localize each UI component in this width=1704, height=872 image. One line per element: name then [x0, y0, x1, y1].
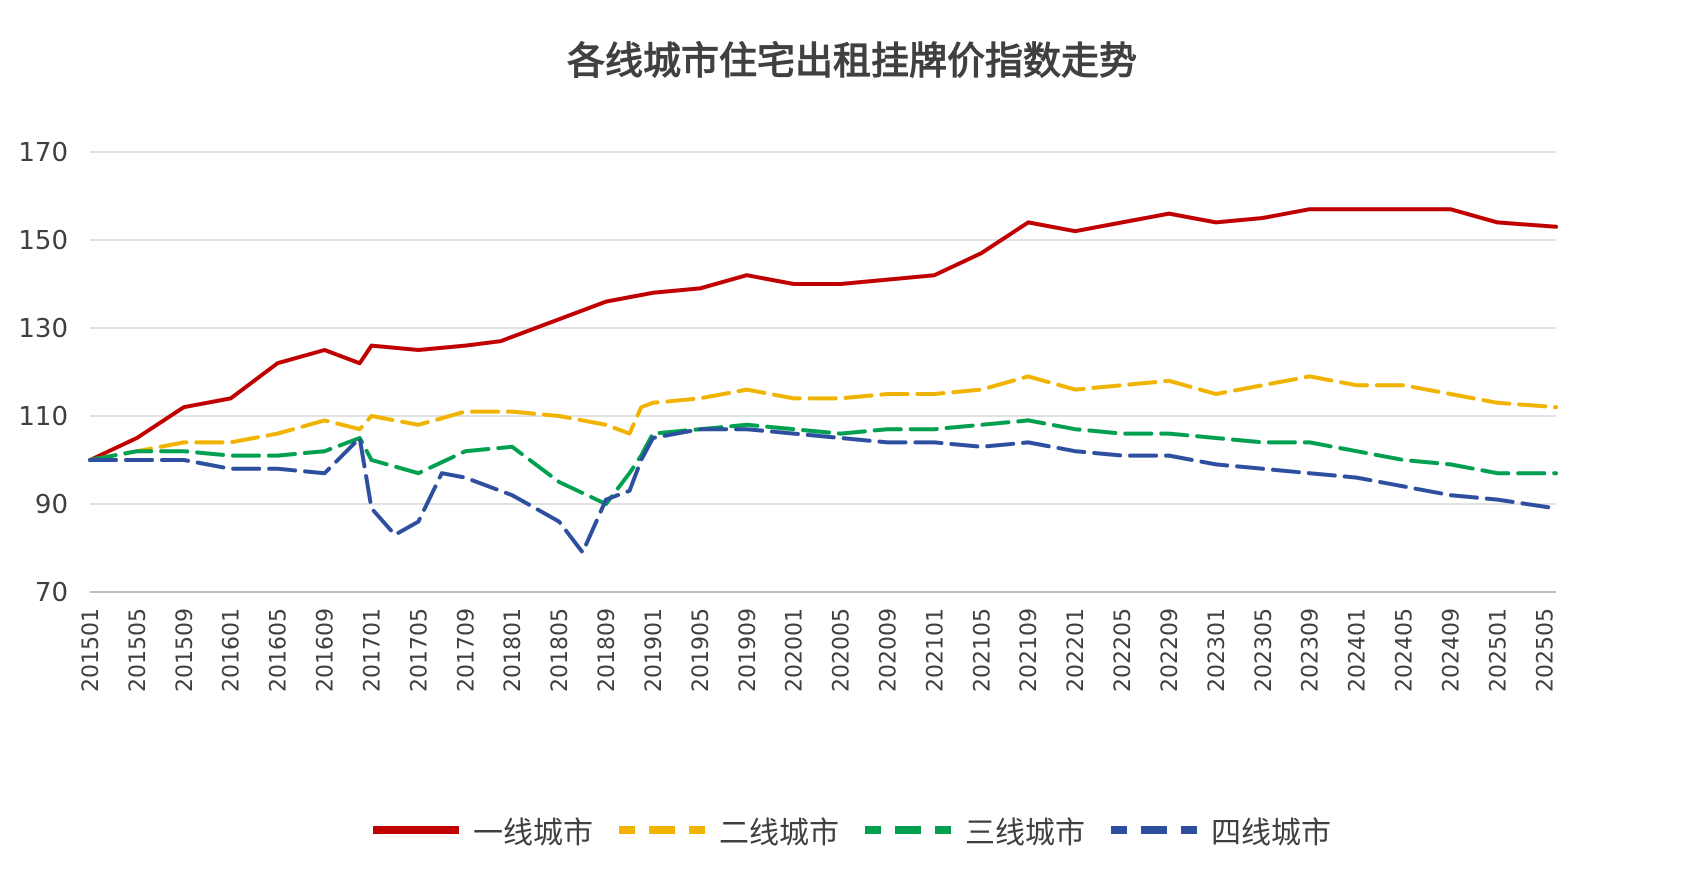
x-tick-label: 201709 [454, 608, 479, 692]
x-tick-label: 201809 [595, 608, 620, 692]
legend: 一线城市 二线城市 三线城市 四线城市 [0, 808, 1704, 852]
y-tick-label: 90 [35, 490, 68, 520]
y-tick-label: 170 [18, 138, 68, 168]
legend-label: 三线城市 [965, 816, 1085, 851]
y-tick-label: 130 [18, 314, 68, 344]
legend-swatch [1111, 826, 1197, 834]
x-tick-labels: 201501 201505 201509 201601 201605 201609 2017… [79, 608, 1558, 692]
x-tick-label: 202409 [1439, 608, 1464, 692]
y-tick-label: 110 [18, 402, 68, 432]
x-tick-label: 201805 [548, 608, 573, 692]
x-tick-label: 202309 [1299, 608, 1324, 692]
x-tick-label: 201909 [736, 608, 761, 692]
series-line-3 [88, 418, 1558, 506]
x-tick-label: 202105 [970, 608, 995, 692]
x-tick-label: 201509 [173, 608, 198, 692]
x-tick-label: 202305 [1252, 608, 1277, 692]
y-tick-labels: 70 90 110 130 150 170 [18, 138, 68, 608]
legend-swatch [373, 826, 459, 834]
x-tick-label: 202005 [830, 608, 855, 692]
legend-swatch [865, 826, 951, 834]
legend-item-1: 一线城市 [373, 808, 593, 852]
x-tick-label: 202009 [877, 608, 902, 692]
x-tick-label: 201701 [360, 608, 385, 692]
chart-title: 各线城市住宅出租挂牌价指数走势 [566, 39, 1137, 83]
series-layer [88, 207, 1558, 555]
x-tick-label: 202209 [1158, 608, 1183, 692]
series-line-1 [88, 207, 1558, 462]
x-tick-label: 201901 [642, 608, 667, 692]
x-tick-label: 202101 [923, 608, 948, 692]
grid-layer [90, 151, 1556, 593]
x-tick-label: 202301 [1205, 608, 1230, 692]
x-tick-label: 201601 [220, 608, 245, 692]
x-tick-label: 202501 [1486, 608, 1511, 692]
x-tick-label: 201609 [314, 608, 339, 692]
x-tick-label: 202405 [1393, 608, 1418, 692]
legend-swatch [619, 826, 705, 834]
y-tick-label: 150 [18, 226, 68, 256]
x-tick-label: 201801 [501, 608, 526, 692]
legend-item-4: 四线城市 [1111, 808, 1331, 852]
legend-item-3: 三线城市 [865, 808, 1085, 852]
series-line-4 [88, 427, 1558, 555]
legend-label: 二线城市 [719, 816, 839, 851]
x-tick-label: 201505 [126, 608, 151, 692]
y-tick-label: 70 [35, 578, 68, 608]
legend-label: 四线城市 [1211, 816, 1331, 851]
x-tick-label: 201905 [689, 608, 714, 692]
x-tick-label: 201705 [407, 608, 432, 692]
x-tick-label: 202505 [1533, 608, 1558, 692]
legend-item-2: 二线城市 [619, 808, 839, 852]
x-tick-label: 202001 [783, 608, 808, 692]
x-tick-label: 202401 [1346, 608, 1371, 692]
x-tick-label: 202201 [1064, 608, 1089, 692]
x-tick-label: 201605 [267, 608, 292, 692]
x-tick-label: 202109 [1017, 608, 1042, 692]
series-line-2 [88, 374, 1558, 462]
x-tick-label: 202205 [1111, 608, 1136, 692]
legend-label: 一线城市 [473, 816, 593, 851]
x-tick-label: 201501 [79, 608, 104, 692]
